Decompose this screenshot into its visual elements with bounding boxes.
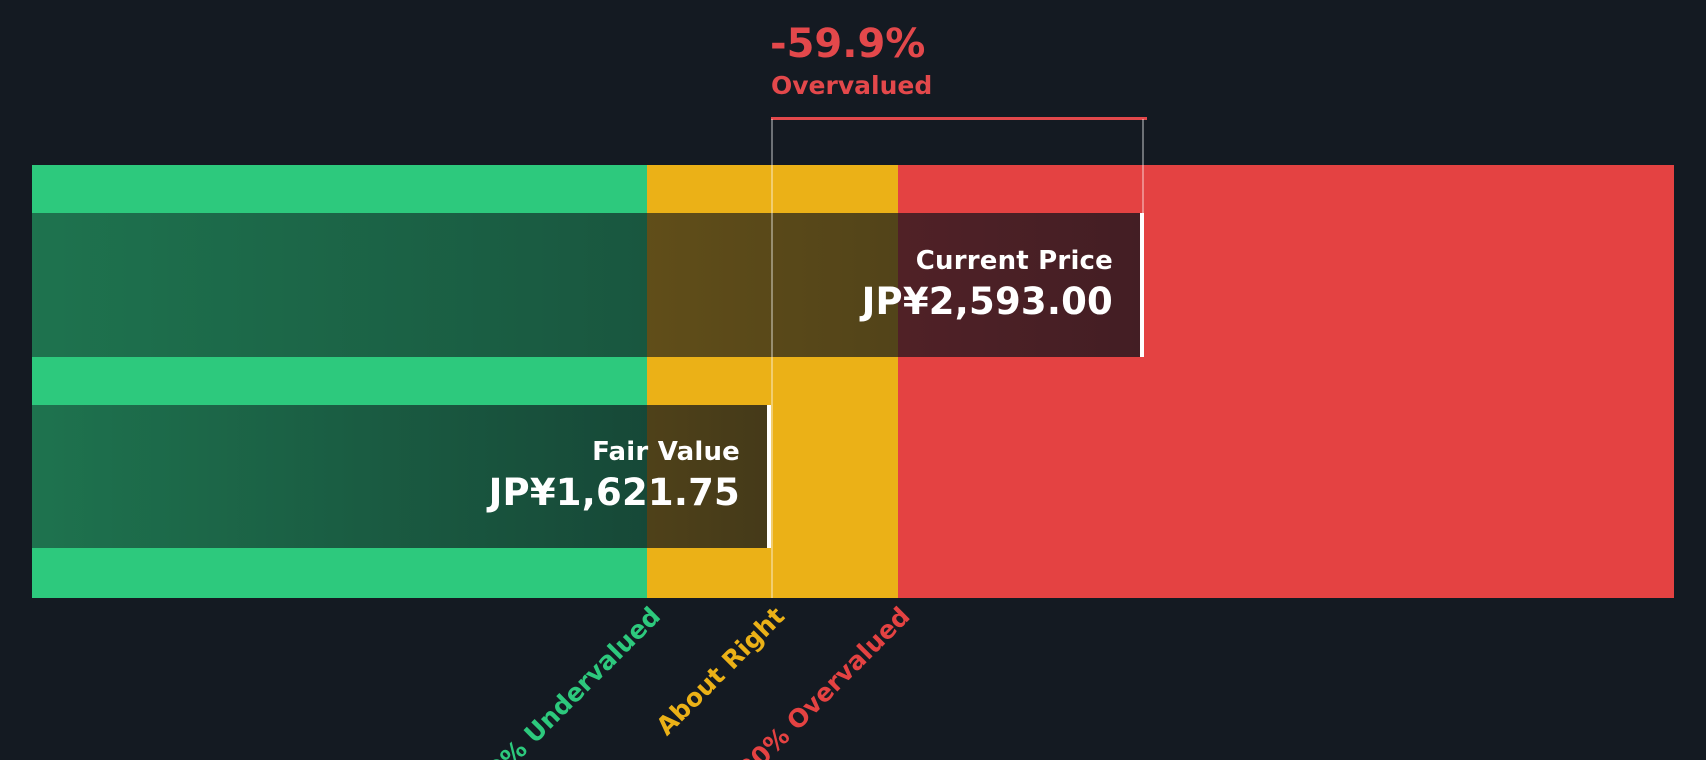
fair-value-value: JP¥1,621.75: [488, 471, 740, 515]
axis-label-undervalued: 20% Undervalued: [469, 601, 666, 760]
delta-label: Overvalued: [771, 71, 933, 100]
current-price-marker-line: [1142, 119, 1144, 214]
fair-value-marker-line: [771, 119, 773, 598]
current-price-bar[interactable]: Current Price JP¥2,593.00: [32, 213, 1144, 357]
current-price-label: Current Price: [915, 245, 1113, 276]
delta-percent: -59.9%: [770, 21, 926, 67]
fair-value-bar[interactable]: Fair Value JP¥1,621.75: [32, 405, 771, 548]
fair-value-label: Fair Value: [592, 437, 740, 468]
current-price-value: JP¥2,593.00: [861, 279, 1113, 323]
valuation-band-chart: Current Price JP¥2,593.00 Fair Value JP¥…: [32, 165, 1674, 598]
delta-bracket-line: [771, 117, 1147, 120]
axis-label-about-right: About Right: [650, 601, 790, 741]
